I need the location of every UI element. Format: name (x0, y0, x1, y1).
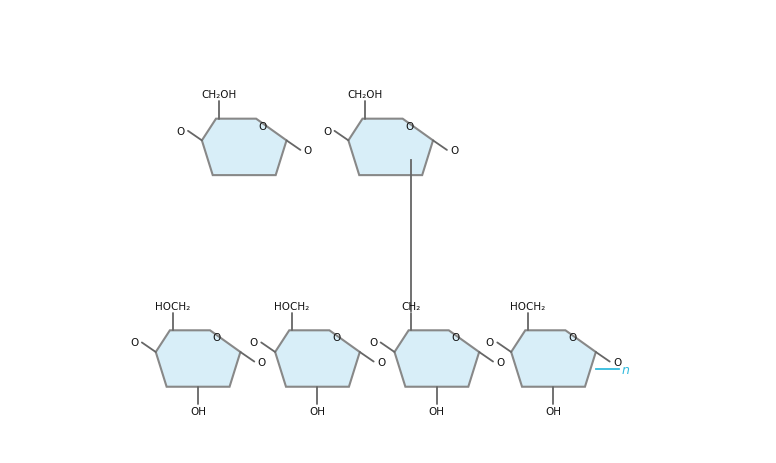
Text: O: O (303, 146, 312, 156)
Text: O: O (369, 338, 377, 348)
Text: O: O (497, 357, 504, 367)
Polygon shape (275, 331, 360, 387)
Text: O: O (613, 357, 622, 367)
Text: O: O (250, 338, 258, 348)
Text: O: O (452, 333, 459, 343)
Text: O: O (568, 333, 577, 343)
Text: O: O (377, 357, 385, 367)
Polygon shape (202, 119, 286, 176)
Text: O: O (486, 338, 494, 348)
Text: HOCH₂: HOCH₂ (155, 301, 190, 311)
Text: OH: OH (190, 407, 206, 416)
Text: n: n (622, 363, 629, 376)
Text: O: O (405, 122, 414, 131)
Polygon shape (348, 119, 433, 176)
Text: CH₂: CH₂ (402, 301, 421, 311)
Text: OH: OH (429, 407, 445, 416)
Polygon shape (156, 331, 241, 387)
Text: O: O (130, 338, 139, 348)
Text: O: O (259, 122, 267, 131)
Text: O: O (258, 357, 266, 367)
Text: O: O (450, 146, 459, 156)
Polygon shape (511, 331, 596, 387)
Text: CH₂OH: CH₂OH (348, 90, 383, 100)
Text: HOCH₂: HOCH₂ (511, 301, 546, 311)
Text: CH₂OH: CH₂OH (201, 90, 237, 100)
Text: O: O (323, 126, 331, 137)
Text: O: O (176, 126, 185, 137)
Text: HOCH₂: HOCH₂ (275, 301, 310, 311)
Text: OH: OH (546, 407, 562, 416)
Text: OH: OH (310, 407, 325, 416)
Text: O: O (213, 333, 221, 343)
Text: O: O (332, 333, 341, 343)
Polygon shape (394, 331, 479, 387)
